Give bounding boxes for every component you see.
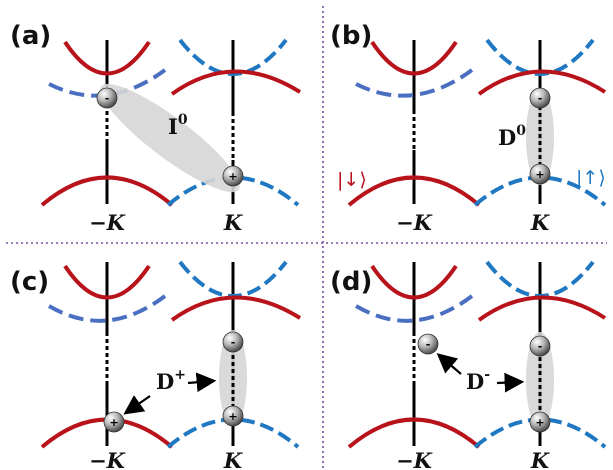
valley-label-minus-k: −K	[89, 448, 126, 470]
electron-particle: -	[529, 335, 551, 357]
conduction-band-blue	[178, 38, 288, 76]
hole-particle: +	[529, 411, 551, 433]
conduction-band-red	[63, 40, 151, 76]
conduction-band-red	[170, 69, 302, 96]
trion-label: D-	[466, 367, 490, 394]
exciton-label: I0	[168, 112, 188, 139]
electron-particle: -	[222, 331, 244, 353]
conduction-band-blue	[355, 68, 474, 98]
conduction-band-blue	[48, 68, 167, 98]
panel-d: (d) −K K - + -	[330, 260, 607, 470]
panel-label-c: (c)	[10, 267, 49, 297]
electron-particle: -	[529, 87, 551, 109]
valley-minus-k: −K	[347, 40, 481, 235]
valley-label-k: K	[530, 210, 550, 235]
hole-particle: +	[222, 405, 244, 427]
arrow-to-hole	[123, 395, 151, 415]
hole-sign: +	[535, 168, 544, 181]
hole-sign: +	[109, 416, 118, 429]
valley-label-k: K	[223, 210, 243, 235]
conduction-band-blue	[47, 294, 167, 323]
valence-band-red	[347, 175, 481, 207]
conduction-band-red	[370, 40, 458, 76]
conduction-band-blue	[354, 294, 474, 323]
valley-minus-k: −K	[40, 262, 174, 470]
conduction-band-red	[477, 295, 607, 322]
conduction-band-red	[370, 264, 458, 300]
conduction-band-red	[170, 295, 302, 322]
hole-particle: +	[222, 165, 244, 187]
panel-a: (a) −K K - + I0	[10, 21, 302, 235]
valley-label-k: K	[530, 448, 550, 470]
hole-particle: +	[103, 411, 125, 433]
conduction-band-red	[63, 264, 151, 300]
exciton-ellipse	[100, 83, 240, 193]
electron-particle: -	[417, 333, 439, 355]
valley-label-minus-k: −K	[396, 210, 433, 235]
electron-particle: -	[96, 87, 118, 109]
spin-down-label: |↓⟩	[337, 169, 367, 191]
valley-label-k: K	[223, 448, 243, 470]
hole-sign: +	[535, 416, 544, 429]
valence-band-red	[40, 175, 174, 207]
conduction-band-blue	[485, 38, 595, 76]
valley-label-minus-k: −K	[89, 210, 126, 235]
panel-label-a: (a)	[10, 21, 51, 51]
valence-band-red	[347, 417, 481, 449]
arrow-to-electron	[436, 353, 462, 375]
valley-minus-k: −K	[40, 40, 174, 235]
electron-sign: -	[231, 336, 236, 349]
hole-particle: +	[529, 163, 551, 185]
arrow-to-exciton	[187, 372, 217, 393]
exciton-label: D0	[498, 123, 526, 150]
electron-sign: -	[426, 338, 431, 351]
panel-label-b: (b)	[330, 21, 372, 51]
valley-label-minus-k: −K	[396, 448, 433, 470]
trion-label: D+	[156, 367, 186, 394]
electron-sign: -	[105, 92, 110, 105]
panel-c: (c) −K K - + +	[10, 260, 302, 470]
panel-b: (b) −K K - + D0 |↓⟩ |↑⟩	[330, 21, 607, 235]
hole-sign: +	[228, 410, 237, 423]
hole-sign: +	[228, 170, 237, 183]
conduction-band-red	[477, 69, 607, 96]
valley-k: K	[166, 38, 302, 235]
panel-label-d: (d)	[330, 267, 372, 297]
arrow-to-exciton	[496, 372, 525, 393]
electron-sign: -	[538, 340, 543, 353]
electron-sign: -	[538, 92, 543, 105]
valley-minus-k: −K	[347, 262, 481, 470]
spin-up-label: |↑⟩	[576, 167, 606, 189]
